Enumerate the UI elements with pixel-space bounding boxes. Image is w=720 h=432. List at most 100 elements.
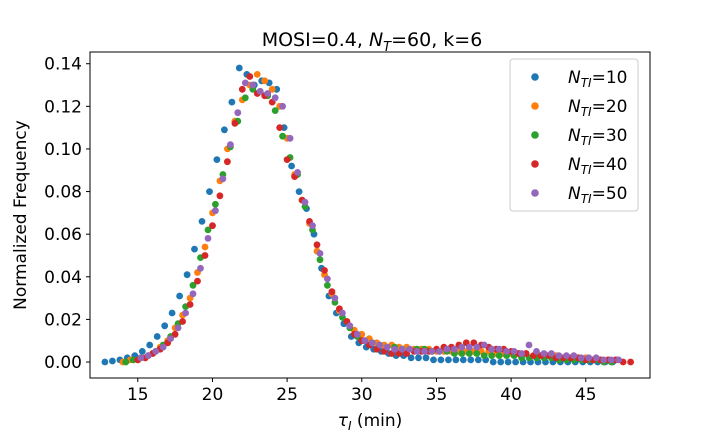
data-point	[525, 341, 533, 349]
data-point	[288, 162, 295, 170]
data-point	[294, 169, 301, 176]
data-point	[161, 322, 169, 330]
data-point	[430, 356, 437, 364]
plot-frame	[89, 51, 651, 379]
data-point	[138, 348, 146, 355]
data-point	[422, 354, 430, 362]
data-point	[406, 345, 413, 353]
chart-title: MOSI=0.4, NT=60, k=6	[262, 29, 483, 55]
data-point	[212, 207, 219, 215]
data-point	[563, 352, 570, 359]
data-point	[600, 356, 608, 364]
data-point	[224, 158, 231, 166]
data-point	[421, 348, 428, 355]
data-point	[189, 281, 197, 289]
data-point	[276, 124, 284, 131]
data-point	[183, 271, 191, 279]
data-point	[570, 352, 578, 359]
data-point	[437, 356, 445, 364]
legend-label: NTI=40	[568, 155, 627, 177]
data-point	[592, 354, 600, 362]
data-point	[219, 175, 227, 183]
data-point	[361, 337, 369, 345]
data-point	[451, 345, 458, 353]
data-point	[246, 73, 254, 80]
data-point	[489, 358, 497, 366]
data-point	[159, 343, 167, 351]
y-tick-label: 0.02	[44, 310, 82, 330]
data-point	[607, 356, 615, 364]
data-point	[176, 292, 184, 300]
data-point	[407, 354, 415, 362]
data-point	[234, 109, 242, 117]
data-point	[458, 350, 466, 357]
data-point	[467, 356, 475, 364]
x-tick-label: 45	[575, 385, 597, 405]
data-point	[261, 77, 269, 85]
data-point	[283, 156, 291, 164]
data-point	[480, 341, 488, 349]
y-tick-label: 0.06	[44, 225, 82, 245]
data-point	[152, 348, 160, 355]
data-point	[376, 341, 384, 349]
data-point	[488, 352, 496, 359]
legend-label: NTI=10	[568, 68, 627, 90]
data-point	[209, 222, 216, 230]
data-point	[249, 81, 257, 89]
data-point	[216, 192, 224, 200]
data-point	[238, 85, 246, 93]
legend-label: NTI=50	[568, 184, 627, 206]
x-axis: 15 20 25 30 35 40 45	[127, 378, 597, 405]
data-point	[201, 243, 209, 251]
data-point	[510, 348, 518, 355]
data-point	[324, 275, 331, 283]
data-point	[533, 348, 540, 355]
data-point	[324, 281, 331, 289]
data-point	[227, 141, 234, 149]
data-point	[339, 309, 346, 317]
data-point	[264, 90, 272, 97]
data-point	[473, 350, 481, 357]
data-point	[295, 188, 303, 196]
data-point	[204, 226, 212, 234]
data-point	[577, 354, 585, 362]
y-axis-label: Normalized Frequency	[11, 120, 31, 310]
legend-label: NTI=30	[568, 126, 627, 148]
legend-marker	[531, 73, 539, 81]
data-point	[413, 348, 421, 355]
data-point	[331, 294, 339, 302]
x-tick-label: 20	[202, 385, 224, 405]
y-tick-label: 0.12	[44, 97, 82, 117]
x-axis-label: τI (min)	[338, 411, 403, 432]
data-point	[241, 94, 249, 102]
data-point	[321, 267, 328, 274]
data-point	[465, 343, 473, 351]
data-point	[443, 345, 451, 353]
data-point	[428, 348, 436, 355]
y-tick-label: 0.10	[44, 140, 82, 160]
data-point	[221, 126, 228, 134]
data-point	[279, 132, 286, 140]
data-point	[585, 354, 593, 362]
data-point	[228, 98, 236, 106]
data-point	[174, 324, 182, 332]
data-point	[182, 309, 190, 317]
legend-marker	[531, 102, 539, 110]
data-point	[194, 277, 201, 285]
data-point	[231, 120, 239, 127]
data-point	[271, 107, 279, 114]
data-point	[458, 343, 466, 351]
data-point	[279, 102, 286, 110]
x-tick-label: 25	[276, 385, 298, 405]
data-point	[204, 235, 212, 242]
data-point	[189, 290, 197, 298]
data-point	[555, 352, 563, 359]
y-axis: 0.00 0.02 0.04 0.06 0.08 0.10 0.12 0.14	[44, 55, 90, 373]
data-point	[615, 356, 622, 364]
data-point	[480, 352, 488, 359]
data-point	[316, 250, 324, 257]
data-point	[168, 309, 176, 317]
legend-box	[509, 58, 639, 212]
legend-marker	[531, 131, 539, 139]
